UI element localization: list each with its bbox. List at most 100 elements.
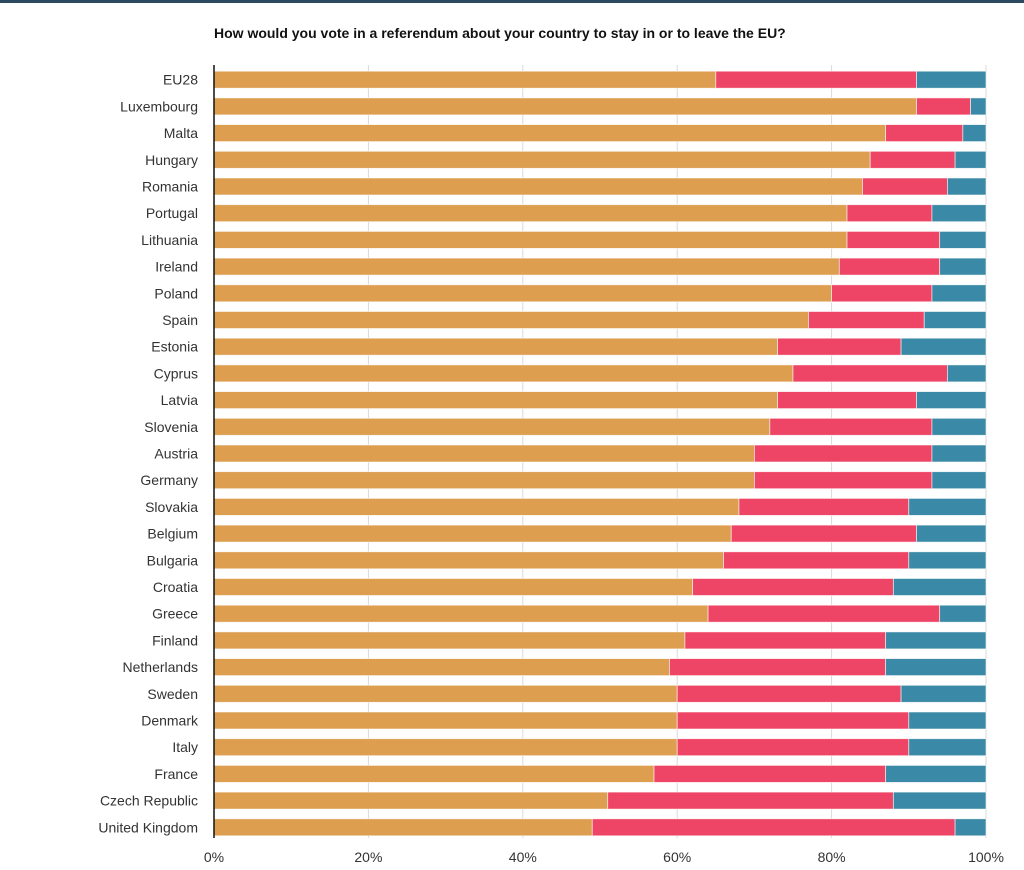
bar-segment-2 (676, 738, 910, 757)
bar-segment-2 (754, 444, 933, 463)
bar-segment-1 (213, 578, 694, 596)
bar-segment-2 (754, 471, 933, 490)
bar-segment-3 (885, 631, 987, 650)
bar-segment-3 (900, 684, 987, 703)
bar-segment-2 (715, 70, 917, 89)
bar-segment-1 (213, 738, 678, 757)
bar-segment-3 (916, 524, 987, 543)
bar-segment-3 (931, 417, 987, 436)
bar-segment-1 (213, 257, 840, 276)
category-label: EU28 (163, 72, 198, 88)
chart-title: How would you vote in a referendum about… (214, 25, 786, 41)
bar-segment-3 (931, 204, 987, 223)
bar-segment-3 (923, 311, 987, 329)
bar-segment-1 (213, 417, 771, 436)
category-label: Luxembourg (120, 98, 198, 114)
bar-segment-1 (213, 204, 848, 223)
bar-segment-3 (908, 551, 987, 570)
bar-segment-1 (213, 150, 871, 169)
category-label: Croatia (153, 579, 198, 595)
bar-segment-2 (669, 658, 887, 676)
top-accent-bar (0, 0, 1024, 3)
bar-segment-3 (931, 471, 987, 490)
bar-segment-1 (213, 471, 755, 490)
category-label: France (154, 766, 198, 782)
category-label: Estonia (151, 339, 198, 355)
category-label: Ireland (155, 259, 198, 275)
x-tick-label: 0% (204, 849, 224, 865)
bar-segment-2 (838, 257, 941, 276)
bar-segment-1 (213, 684, 678, 703)
category-label: Romania (142, 179, 198, 195)
bar-segment-3 (908, 738, 987, 757)
bar-segment-3 (908, 711, 987, 730)
category-label: Sweden (147, 686, 198, 702)
bar-segment-2 (707, 604, 941, 623)
bar-segment-2 (885, 124, 964, 142)
category-label: Slovenia (144, 419, 198, 435)
category-labels: EU28 Luxembourg Malta Hungary Romania Portuga… (98, 72, 199, 836)
category-label: Latvia (161, 392, 199, 408)
category-label: Hungary (145, 152, 198, 168)
bar-segment-2 (653, 765, 887, 783)
bar-segment-3 (885, 765, 987, 783)
x-tick-label: 20% (354, 849, 382, 865)
bar-segment-3 (908, 497, 987, 516)
bar-segment-2 (831, 284, 933, 303)
category-label: Malta (164, 125, 198, 141)
bar-segment-2 (808, 311, 925, 329)
bar-segment-2 (916, 97, 971, 116)
bar-segment-3 (947, 364, 987, 383)
bar-segment-3 (931, 284, 987, 303)
bar-segment-1 (213, 551, 724, 570)
bar-segment-2 (846, 230, 941, 249)
bar-segment-2 (738, 497, 910, 516)
bar-segment-2 (607, 791, 894, 810)
bar-segment-2 (869, 150, 956, 169)
bar-segment-1 (213, 818, 593, 837)
bar-segment-2 (862, 177, 948, 196)
category-label: Cyprus (154, 365, 198, 381)
x-tick-labels: 0% 20% 40% 60% 80% 100% (204, 849, 1004, 865)
bar-segment-1 (213, 791, 609, 810)
category-label: Finland (152, 632, 198, 648)
bar-segment-2 (769, 417, 933, 436)
bar-segment-1 (213, 391, 778, 410)
bar-segment-1 (213, 230, 848, 249)
bar-segment-2 (792, 364, 948, 383)
bar-segment-3 (939, 604, 987, 623)
category-label: Italy (172, 739, 198, 755)
category-label: Denmark (141, 713, 199, 729)
bar-segment-1 (213, 284, 832, 303)
bar-segment-3 (931, 444, 987, 463)
category-label: Slovakia (145, 499, 198, 515)
category-label: Portugal (146, 205, 198, 221)
bar-segment-1 (213, 631, 686, 650)
bar-segment-1 (213, 524, 732, 543)
bar-segment-2 (684, 631, 887, 650)
bar-segment-3 (939, 230, 987, 249)
category-label: Germany (140, 472, 198, 488)
bar-segment-2 (591, 818, 956, 837)
bar-segment-3 (885, 658, 987, 676)
category-label: Austria (154, 446, 198, 462)
bar-segment-3 (892, 578, 987, 596)
bar-segment-1 (213, 124, 887, 142)
category-label: Bulgaria (147, 552, 199, 568)
bar-segment-2 (730, 524, 917, 543)
category-label: Netherlands (123, 659, 199, 675)
bar-segment-2 (692, 578, 894, 596)
bar-segment-3 (916, 70, 987, 89)
x-tick-label: 40% (509, 849, 537, 865)
bar-segment-1 (213, 364, 794, 383)
category-label: Belgium (147, 526, 198, 542)
bar-segment-2 (676, 684, 902, 703)
category-label: Poland (154, 285, 198, 301)
bar-segment-3 (954, 150, 987, 169)
bar-segment-1 (213, 177, 863, 196)
bar-segment-3 (962, 124, 987, 142)
category-label: United Kingdom (98, 819, 198, 835)
x-tick-label: 80% (818, 849, 846, 865)
bar-segment-3 (954, 818, 987, 837)
